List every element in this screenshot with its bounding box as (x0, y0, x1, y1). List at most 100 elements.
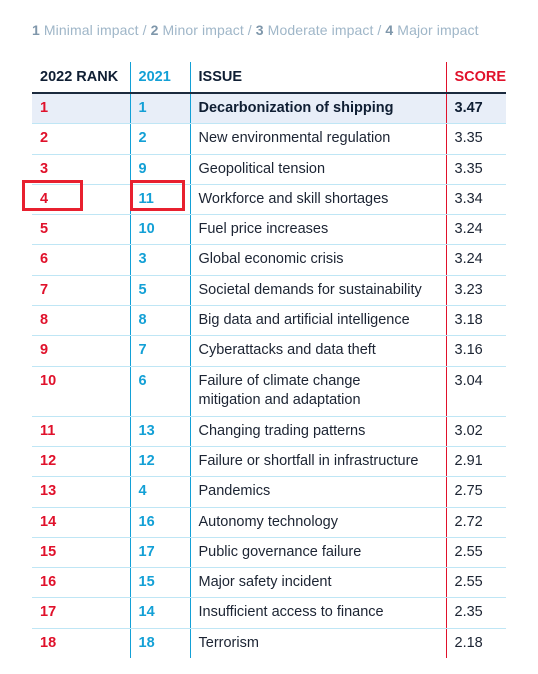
legend-num-1: 1 (32, 22, 40, 38)
score-cell: 3.02 (446, 416, 506, 447)
table-row: 18 18 Terrorism 2.18 (32, 628, 506, 659)
legend-text-3: Moderate impact / (263, 22, 386, 38)
table-row: 7 5 Societal demands for sustainability … (32, 275, 506, 307)
header-2022-rank: 2022 RANK (32, 62, 131, 94)
prev-rank-cell: 15 (130, 567, 191, 599)
legend-text-2: Minor impact / (158, 22, 256, 38)
rank-cell: 15 (32, 537, 131, 569)
issue-cell: Changing trading patterns (190, 416, 447, 447)
table-row: 16 15 Major safety incident 2.55 (32, 567, 506, 599)
issue-cell: Workforce and skill shortages (190, 184, 447, 216)
prev-rank-cell: 10 (130, 214, 191, 246)
prev-rank-cell: 7 (130, 335, 191, 367)
table-row: 13 4 Pandemics 2.75 (32, 476, 506, 508)
issue-cell: Failure or shortfall in infrastructure (190, 446, 447, 478)
rank-cell: 7 (32, 275, 131, 307)
rank-cell: 10 (32, 366, 131, 417)
header-issue: ISSUE (190, 62, 447, 94)
prev-rank-cell: 3 (130, 244, 191, 276)
table-row: 15 17 Public governance failure 2.55 (32, 537, 506, 569)
table-row: 2 2 New environmental regulation 3.35 (32, 123, 506, 155)
issue-cell: Fuel price increases (190, 214, 447, 246)
score-cell: 3.34 (446, 184, 506, 216)
highlight-box-2021-11 (130, 180, 185, 211)
prev-rank-cell: 2 (130, 123, 191, 155)
prev-rank-cell: 5 (130, 275, 191, 307)
score-cell: 2.75 (446, 476, 506, 508)
issue-line-2: mitigation and adaptation (198, 391, 361, 408)
issue-cell: Decarbonization of shipping (190, 93, 447, 125)
legend-num-3: 3 (255, 22, 264, 38)
score-cell: 3.18 (446, 305, 506, 337)
issue-cell: New environmental regulation (190, 123, 447, 155)
rank-cell: 8 (32, 305, 131, 337)
table-row: 10 6 Failure of climate change mitigation… (32, 366, 506, 417)
score-cell: 2.91 (446, 446, 506, 478)
prev-rank-cell: 14 (130, 597, 191, 629)
issue-cell: Terrorism (190, 628, 447, 659)
prev-rank-cell: 4 (130, 476, 191, 508)
table-row: 3 9 Geopolitical tension 3.35 (32, 154, 506, 185)
score-cell: 3.16 (446, 335, 506, 367)
rank-cell: 6 (32, 244, 131, 276)
header-2021: 2021 (130, 62, 191, 94)
table-row: 14 16 Autonomy technology 2.72 (32, 507, 506, 538)
table-row: 5 10 Fuel price increases 3.24 (32, 214, 506, 246)
score-cell: 3.04 (446, 366, 506, 417)
rank-cell: 1 (32, 93, 131, 125)
score-cell: 2.72 (446, 507, 506, 538)
table-row: 9 7 Cyberattacks and data theft 3.16 (32, 335, 506, 367)
prev-rank-cell: 12 (130, 446, 191, 478)
score-cell: 2.18 (454, 634, 483, 651)
issue-cell: Insufficient access to finance (190, 597, 447, 629)
rank-cell: 17 (32, 597, 131, 629)
score-cell: 3.24 (446, 214, 506, 246)
issue-cell: Big data and artificial intelligence (190, 305, 447, 337)
prev-rank-cell: 13 (130, 416, 191, 447)
rank-cell: 16 (32, 567, 131, 599)
rank-cell: 14 (32, 507, 131, 538)
highlight-box-rank-4 (22, 180, 83, 211)
rank-cell: 2 (32, 123, 131, 155)
score-cell: 3.24 (446, 244, 506, 276)
score-cell: 2.35 (446, 597, 506, 629)
score-cell: 2.55 (446, 537, 506, 569)
issue-cell: Major safety incident (190, 567, 447, 599)
header-score: SCORE (446, 62, 506, 94)
issue-cell: Geopolitical tension (190, 154, 447, 185)
rank-cell: 11 (32, 416, 131, 447)
legend-num-4: 4 (385, 22, 394, 38)
rank-cell: 13 (32, 476, 131, 508)
issue-cell: Global economic crisis (190, 244, 447, 276)
prev-rank-cell: 16 (130, 507, 191, 538)
rank-cell: 18 (32, 628, 131, 659)
score-cell: 3.47 (446, 93, 506, 125)
score-cell: 3.35 (446, 123, 506, 155)
rank-cell: 9 (32, 335, 131, 367)
table-row: 1 1 Decarbonization of shipping 3.47 (32, 93, 506, 125)
table-row: 6 3 Global economic crisis 3.24 (32, 244, 506, 276)
issue-cell: Failure of climate change mitigation and … (190, 366, 447, 417)
table-row: 4 11 Workforce and skill shortages 3.34 (32, 184, 506, 216)
score-cell: 3.23 (446, 275, 506, 307)
prev-rank-cell: 18 (130, 628, 191, 659)
rank-cell: 5 (32, 214, 131, 246)
issue-line-1: Failure of climate change (198, 372, 361, 389)
table-row: 8 8 Big data and artificial intelligence… (32, 305, 506, 337)
score-cell: 3.35 (446, 154, 506, 185)
table-row: 17 14 Insufficient access to finance 2.3… (32, 597, 506, 629)
issue-cell: Societal demands for sustainability (190, 275, 447, 307)
score-cell: 2.55 (446, 567, 506, 599)
legend-text-4: Major impact (393, 22, 479, 38)
table-row: 11 13 Changing trading patterns 3.02 (32, 416, 506, 447)
prev-rank-cell: 6 (130, 366, 191, 417)
ranking-table: 2022 RANK 2021 ISSUE SCORE 1 1 Decarboni… (32, 62, 506, 659)
impact-legend: 1 Minimal impact / 2 Minor impact / 3 Mo… (32, 22, 479, 38)
table-header-row: 2022 RANK 2021 ISSUE SCORE (32, 62, 506, 94)
issue-cell: Public governance failure (190, 537, 447, 569)
issue-cell: Cyberattacks and data theft (190, 335, 447, 367)
issue-cell: Pandemics (190, 476, 447, 508)
prev-rank-cell: 17 (130, 537, 191, 569)
prev-rank-cell: 9 (130, 154, 191, 185)
issue-cell: Autonomy technology (190, 507, 447, 538)
